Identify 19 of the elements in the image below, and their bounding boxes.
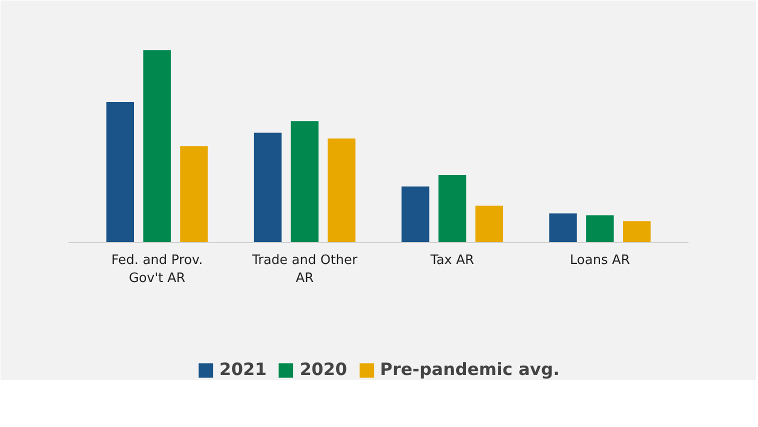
- bar: [290, 121, 319, 242]
- legend-label: 2020: [300, 360, 348, 380]
- bar: [143, 50, 171, 242]
- legend-label: 2021: [219, 360, 267, 380]
- bar: [549, 213, 577, 242]
- bar: [402, 186, 430, 242]
- bar: [475, 206, 504, 242]
- bar: [328, 138, 356, 242]
- x-tick-label: Trade and Other AR: [251, 253, 358, 286]
- bar: [254, 132, 282, 242]
- bar: [106, 102, 134, 242]
- bar: [622, 221, 651, 242]
- x-tick-label: Fed. and Prov. Gov't AR: [111, 253, 203, 286]
- legend-label: Pre-pandemic avg.: [380, 360, 560, 380]
- x-tick-label: Tax AR: [430, 253, 474, 268]
- bar: [180, 146, 208, 242]
- bar: [438, 174, 466, 242]
- x-tick-label: Loans AR: [570, 253, 630, 268]
- bar: [586, 215, 614, 242]
